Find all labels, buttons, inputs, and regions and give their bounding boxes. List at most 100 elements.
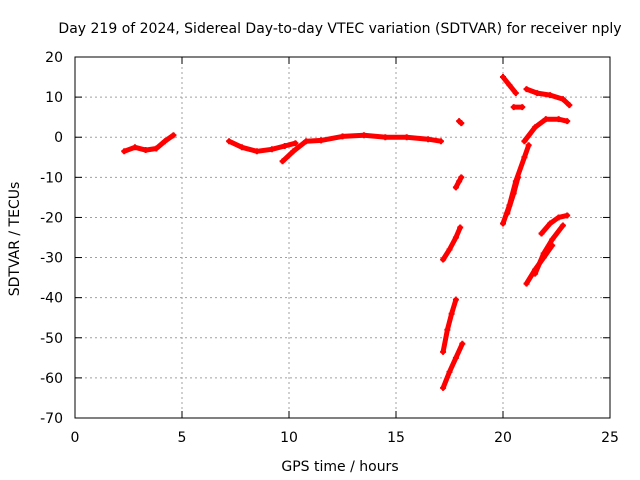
data-point [437, 138, 444, 145]
data-point [549, 236, 556, 243]
data-point [446, 368, 453, 375]
data-point [510, 104, 517, 111]
y-tick-label: -50 [40, 331, 63, 347]
data-point [514, 174, 521, 181]
y-tick-label: -70 [40, 411, 63, 427]
ticks: 0 5 10 15 20 25 20 10 0 -10 -20 -30 -40 -50 -60 -70 [40, 50, 619, 446]
data-point [318, 137, 325, 144]
x-tick-label: 0 [71, 430, 80, 446]
data-point [131, 144, 138, 151]
data-point [253, 148, 260, 155]
series-arc-b [226, 138, 299, 155]
data-point [452, 296, 459, 303]
series-arc-p [538, 212, 571, 237]
data-point [444, 326, 451, 333]
series-line [532, 223, 566, 277]
data-point [268, 146, 275, 153]
series-arc-h [456, 118, 465, 127]
data-point [532, 124, 539, 131]
series-arc-d [440, 224, 464, 263]
data-point [519, 104, 526, 111]
series-arc-m [504, 174, 521, 217]
data-point [153, 145, 160, 152]
series-line [440, 225, 463, 263]
data-point [440, 348, 447, 355]
x-tick-label: 15 [387, 430, 405, 446]
data-point [446, 246, 453, 253]
data-point [510, 190, 517, 197]
data-point [547, 92, 554, 99]
data-point [142, 147, 149, 154]
data-point [523, 86, 530, 93]
data-point [339, 133, 346, 140]
data-point [564, 118, 571, 125]
data-point [500, 74, 506, 81]
data-point [456, 178, 463, 185]
data-point [564, 212, 571, 219]
series-arc-e [440, 296, 459, 355]
y-tick-label: -60 [40, 371, 63, 387]
data-point [500, 220, 506, 227]
data-point [425, 136, 432, 143]
data-point [457, 224, 464, 231]
data-point [559, 96, 566, 103]
data-point [458, 120, 465, 127]
data-layer [121, 74, 573, 391]
x-tick-label: 5 [178, 430, 187, 446]
y-tick-label: -10 [40, 170, 63, 186]
series-arc-c [279, 132, 444, 165]
series-arc-n [521, 116, 571, 145]
data-point [161, 138, 168, 145]
data-point [521, 138, 528, 145]
y-tick-label: -30 [40, 251, 63, 267]
data-point [538, 230, 545, 237]
series-arc-q [532, 222, 566, 277]
series-arc-a [121, 132, 177, 155]
data-point [512, 90, 519, 97]
data-point [238, 144, 245, 151]
data-point [523, 280, 530, 287]
data-point [459, 340, 466, 347]
data-point [542, 116, 549, 123]
series-line [440, 341, 465, 391]
data-point [458, 174, 465, 181]
y-tick-label: 10 [45, 90, 63, 106]
data-point [540, 250, 547, 257]
series-line [280, 132, 444, 164]
data-point [290, 148, 297, 155]
plot-frame [74, 56, 611, 419]
data-point [452, 354, 459, 361]
x-axis-label: GPS time / hours [281, 459, 398, 475]
series-arc-g [452, 174, 465, 191]
data-point [226, 138, 233, 145]
series-arc-i [500, 74, 519, 97]
data-point [448, 310, 455, 317]
data-point [547, 220, 554, 227]
data-point [506, 82, 513, 89]
data-point [382, 134, 389, 141]
data-point [452, 234, 459, 241]
series-line [440, 297, 459, 355]
data-point [555, 116, 562, 123]
data-point [452, 184, 459, 191]
x-tick-label: 25 [601, 430, 619, 446]
data-point [360, 132, 367, 139]
data-point [504, 210, 511, 217]
series-line [539, 212, 570, 236]
series-arc-j [510, 104, 526, 111]
data-point [521, 154, 528, 161]
y-tick-label: -40 [40, 291, 63, 307]
data-point [279, 158, 286, 165]
data-point [532, 270, 539, 277]
data-point [292, 140, 299, 147]
data-point [559, 222, 566, 229]
data-point [121, 148, 128, 155]
data-point [170, 132, 177, 139]
data-point [281, 143, 288, 150]
data-point [566, 102, 573, 109]
x-tick-label: 20 [494, 430, 512, 446]
y-tick-label: -20 [40, 210, 63, 226]
data-point [303, 138, 310, 145]
